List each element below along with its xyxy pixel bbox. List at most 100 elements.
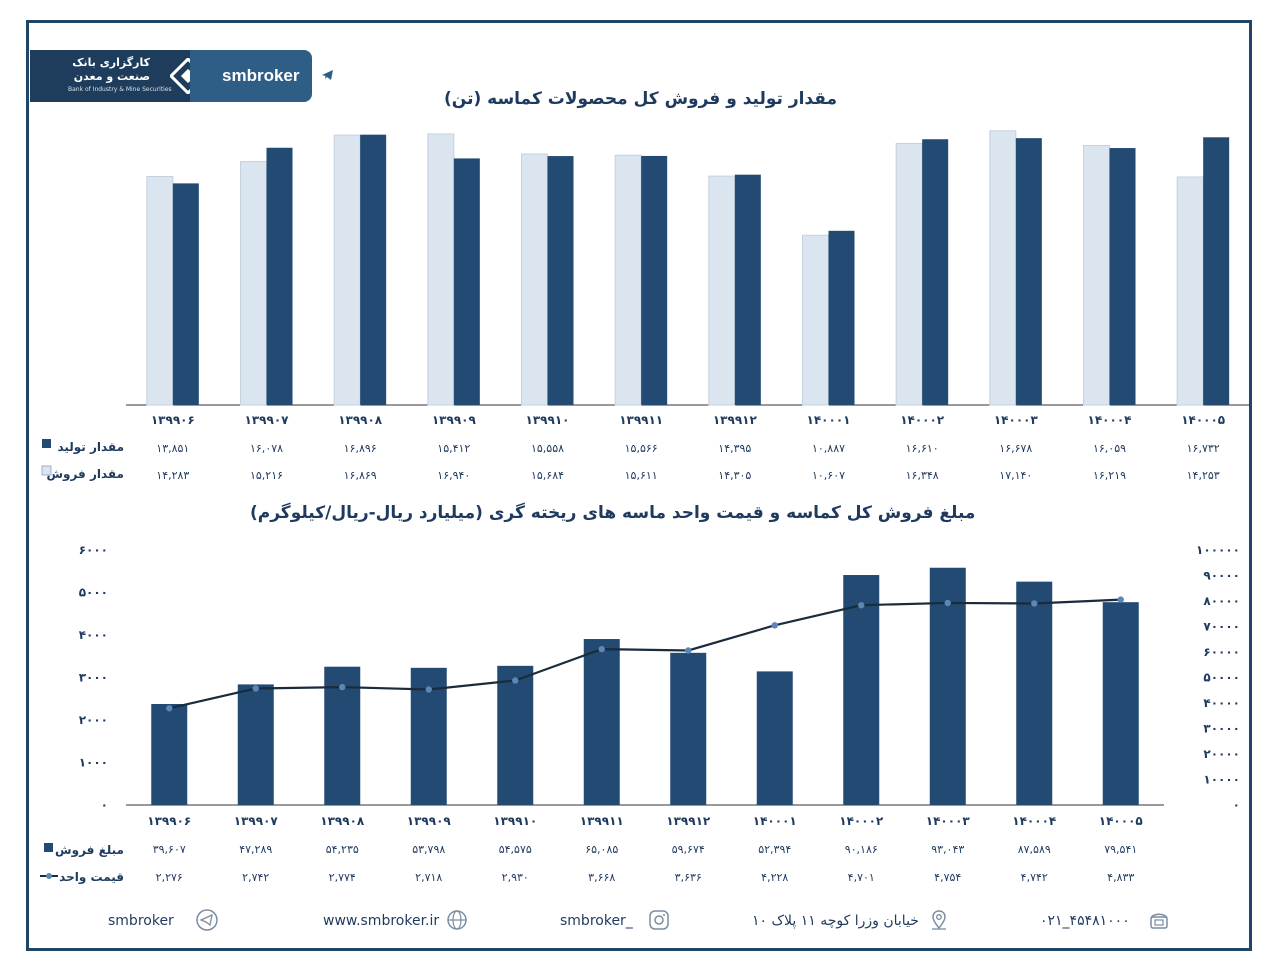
production-sales-chart: ۱۳۹۹۰۶ ۱۳,۸۵۱ ۱۴,۲۸۳ ۱۳۹۹۰۷ ۱۶,۰۷۸ ۱۵,۲۱۶ ۱۳۹۹…: [41, 130, 1250, 482]
globe-icon: [447, 910, 467, 930]
production-value-label: ۱۶,۰۷۸: [250, 442, 283, 455]
x-tick-label: ۱۳۹۹۱۱: [580, 814, 624, 828]
sales-amount-value-label: ۵۳,۷۹۸: [412, 843, 445, 856]
phone-icon: [1150, 913, 1168, 929]
unit-price-point: [1031, 600, 1038, 607]
x-tick-label: ۱۴۰۰۰۲: [839, 814, 884, 828]
right-y-tick-label: ۷۰۰۰۰: [1203, 620, 1240, 634]
x-tick-label: ۱۳۹۹۰۹: [432, 413, 477, 427]
sales-qty-bar: [802, 234, 829, 406]
legend-sales-label: مقدار فروش: [46, 467, 124, 482]
legend-sales-swatch: [41, 465, 52, 476]
sales-qty-bar: [708, 175, 736, 406]
location-pin-icon: [932, 910, 946, 930]
sales-amount-value-label: ۵۹,۶۷۴: [672, 843, 705, 856]
unit-price-value-label: ۳,۶۶۸: [588, 871, 615, 884]
sales-value-label: ۱۰,۶۰۷: [812, 469, 845, 482]
unit-price-value-label: ۲,۷۴۲: [242, 871, 269, 884]
sales-amount-value-label: ۳۹,۶۰۷: [153, 843, 186, 856]
sales-value-label: ۱۵,۶۱۱: [625, 469, 658, 482]
sales-amount-bar: [237, 684, 274, 805]
sales-amount-bar: [583, 639, 620, 805]
unit-price-point: [166, 705, 173, 712]
production-value-label: ۱۵,۵۵۸: [531, 442, 564, 455]
sales-qty-bar: [989, 130, 1017, 406]
right-y-tick-label: ۹۰۰۰۰: [1203, 569, 1240, 583]
x-tick-label: ۱۴۰۰۰۱: [753, 814, 797, 828]
left-y-tick-label: ۳۰۰۰: [79, 671, 108, 685]
x-tick-label: ۱۴۰۰۰۳: [994, 413, 1039, 427]
legend-sales-amount-swatch: [44, 843, 53, 852]
sales-amount-value-label: ۵۴,۲۳۵: [326, 843, 359, 856]
right-y-tick-label: ۳۰۰۰۰: [1203, 722, 1240, 736]
production-qty-bar: [360, 134, 387, 405]
sales-qty-bar: [614, 154, 642, 406]
left-y-tick-label: ۱۰۰۰: [79, 756, 108, 770]
unit-price-point: [944, 599, 951, 607]
right-y-tick-label: ۴۰۰۰۰: [1203, 696, 1240, 710]
logo-banner: کارگزاری بانک صنعت و معدن Bank of Indust…: [30, 50, 339, 102]
unit-price-value-label: ۳,۶۳۶: [675, 871, 702, 884]
x-tick-label: ۱۳۹۹۰۷: [245, 413, 290, 427]
unit-price-point: [685, 647, 692, 654]
production-value-label: ۱۵,۵۶۶: [625, 442, 658, 455]
production-qty-bar: [547, 156, 574, 405]
x-tick-label: ۱۳۹۹۰۸: [338, 413, 383, 427]
unit-price-value-label: ۲,۷۷۴: [329, 871, 356, 884]
sales-amount-value-label: ۸۷,۵۸۹: [1018, 843, 1051, 856]
unit-price-value-label: ۲,۹۳۰: [502, 871, 529, 884]
footer-website[interactable]: www.smbroker.ir: [323, 913, 440, 929]
right-y-tick-label: ۵۰۰۰۰: [1203, 671, 1240, 685]
sales-qty-bar: [1176, 176, 1204, 406]
left-y-tick-label: ۰: [101, 798, 108, 812]
sales-qty-bar: [333, 134, 361, 406]
logo-text-en: Bank of Industry & Mine Securities: [68, 86, 172, 93]
production-qty-bar: [641, 155, 668, 405]
telegram-icon: [317, 64, 339, 86]
legend-unit-price-label: قیمت واحد: [59, 870, 124, 885]
unit-price-point: [252, 685, 259, 692]
sales-amount-value-label: ۹۳,۰۴۳: [931, 843, 964, 856]
sales-amount-bar: [843, 575, 880, 805]
sales-qty-bar: [521, 153, 548, 406]
production-qty-bar: [922, 139, 949, 406]
sales-amount-bar: [929, 567, 966, 805]
production-value-label: ۱۶,۶۱۰: [906, 442, 939, 455]
sales-qty-bar: [895, 142, 923, 406]
right-y-tick-label: ۱۰۰۰۰: [1203, 773, 1240, 787]
production-qty-bar: [172, 183, 199, 405]
left-y-tick-label: ۶۰۰۰: [79, 543, 108, 557]
footer-instagram[interactable]: smbroker_: [560, 913, 633, 929]
x-tick-label: ۱۴۰۰۰۵: [1181, 413, 1225, 427]
production-qty-bar: [1109, 148, 1136, 405]
sales-value-label: ۱۶,۳۴۸: [906, 469, 939, 482]
unit-price-point: [598, 645, 605, 653]
x-tick-label: ۱۴۰۰۰۴: [1012, 814, 1056, 828]
sales-amount-value-label: ۹۰,۱۸۶: [845, 843, 878, 856]
sales-amount-bar: [1016, 581, 1053, 805]
brand-name: smbroker: [222, 66, 300, 85]
x-tick-label: ۱۴۰۰۰۱: [807, 413, 851, 427]
x-tick-label: ۱۳۹۹۰۶: [147, 814, 191, 828]
sales-amount-bar: [497, 665, 534, 805]
sales-value-label: ۱۶,۲۱۹: [1093, 469, 1126, 482]
unit-price-point: [1117, 596, 1124, 603]
production-qty-bar: [266, 147, 293, 405]
x-tick-label: ۱۳۹۹۰۶: [151, 413, 195, 427]
legend-unit-price-marker: [46, 873, 52, 879]
sales-value-label: ۱۴,۲۸۳: [156, 469, 189, 482]
sales-value-label: ۱۴,۳۰۵: [718, 469, 751, 482]
production-value-label: ۱۳,۸۵۱: [156, 442, 189, 455]
left-y-tick-label: ۵۰۰۰: [79, 586, 108, 600]
unit-price-value-label: ۲,۲۷۶: [156, 871, 183, 884]
footer-telegram[interactable]: smbroker: [108, 913, 174, 929]
x-tick-label: ۱۴۰۰۰۲: [900, 413, 945, 427]
x-tick-label: ۱۳۹۹۱۰: [526, 413, 570, 427]
unit-price-value-label: ۴,۷۵۴: [934, 871, 961, 884]
sales-value-label: ۱۶,۹۴۰: [437, 469, 470, 482]
production-qty-bar: [453, 158, 480, 405]
sales-amount-value-label: ۵۲,۳۹۴: [758, 843, 791, 856]
unit-price-value-label: ۴,۲۲۸: [761, 871, 788, 884]
sales-amount-bar: [670, 652, 707, 805]
sales-value-label: ۱۵,۲۱۶: [250, 469, 283, 482]
